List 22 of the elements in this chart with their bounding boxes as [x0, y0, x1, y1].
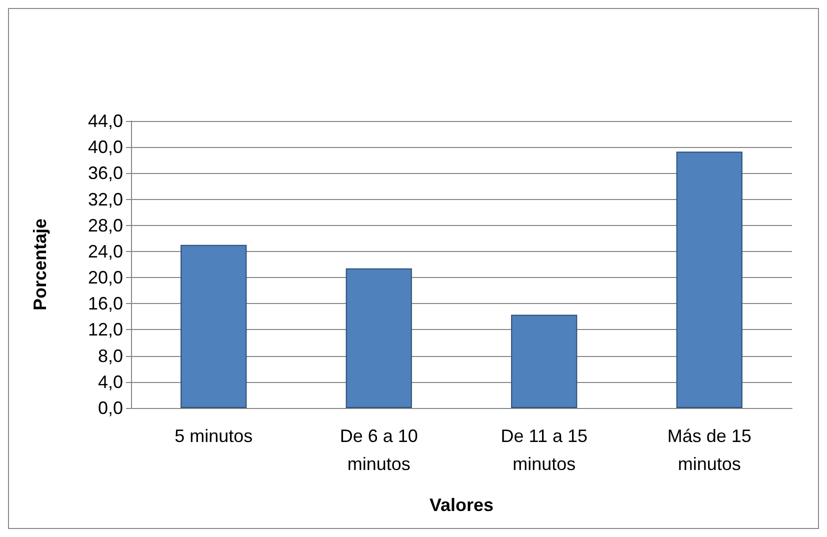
y-tick-label: 8,0: [98, 346, 123, 366]
y-tick-label: 40,0: [88, 137, 123, 158]
x-axis-title: Valores: [429, 495, 494, 515]
y-tick-label: 16,0: [88, 294, 123, 314]
bar: [180, 244, 247, 408]
y-tick-label: 44,0: [88, 111, 123, 131]
x-tick-label: 5 minutos: [174, 426, 253, 446]
y-tick-label: 32,0: [88, 189, 123, 210]
bar: [346, 268, 412, 408]
x-tick-label: De 11 a 15 minutos: [500, 426, 588, 474]
x-tick-label: Más de 15 minutos: [667, 426, 752, 474]
y-tick-label: 24,0: [88, 241, 123, 262]
x-tick-label: De 6 a 10 minutos: [340, 426, 418, 474]
y-tick-label: 20,0: [88, 268, 123, 288]
y-tick-label: 12,0: [88, 320, 123, 340]
y-axis-title: Porcentaje: [30, 218, 50, 311]
y-tick-label: 28,0: [88, 215, 123, 236]
bar: [511, 314, 578, 408]
y-tick-label: 36,0: [88, 163, 123, 184]
y-tick-label: 4,0: [98, 372, 123, 392]
y-tick-label: 0,0: [98, 398, 123, 418]
bar: [676, 152, 742, 408]
